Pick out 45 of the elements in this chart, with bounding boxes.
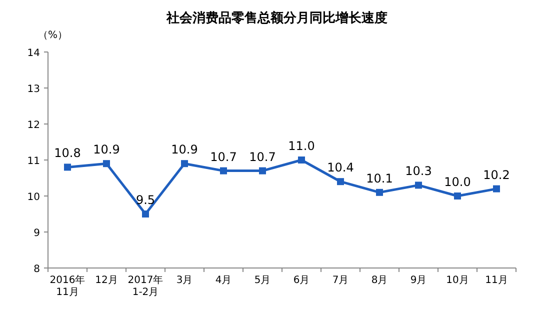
data-label: 10.9 xyxy=(171,142,198,157)
point xyxy=(220,167,227,174)
y-tick-label: 8 xyxy=(34,264,40,275)
x-tick-label: 3月 xyxy=(176,275,193,286)
data-label: 10.9 xyxy=(93,142,120,157)
point xyxy=(142,210,149,218)
x-tick-label: 9月 xyxy=(410,275,427,286)
point xyxy=(454,192,461,200)
y-tick-label: 9 xyxy=(34,228,40,239)
x-tick-label: 5月 xyxy=(254,275,271,286)
point xyxy=(337,178,344,186)
x-tick-label: 2017年 1-2月 xyxy=(128,274,164,298)
chart-title: 社会消费品零售总额分月同比增长速度 xyxy=(166,10,388,26)
data-label: 10.4 xyxy=(327,160,354,175)
x-tick-label: 11月 xyxy=(485,275,508,286)
point xyxy=(376,188,383,196)
point xyxy=(298,156,305,164)
point xyxy=(103,160,110,168)
x-tick-label: 6月 xyxy=(293,275,310,286)
x-tick-label: 8月 xyxy=(371,275,388,286)
data-label: 10.3 xyxy=(405,164,432,178)
y-axis-title: （%） xyxy=(38,30,68,41)
data-label: 10.7 xyxy=(249,150,276,164)
data-label: 10.2 xyxy=(483,168,510,182)
data-label: 10.7 xyxy=(210,150,237,164)
point xyxy=(259,167,266,174)
point xyxy=(64,164,71,171)
y-tick-label: 11 xyxy=(27,156,40,167)
data-label: 9.5 xyxy=(136,193,156,207)
data-label: 10.1 xyxy=(366,171,393,186)
y-tick-label: 14 xyxy=(27,48,40,59)
x-tick-label: 7月 xyxy=(332,275,349,286)
x-tick-label: 4月 xyxy=(215,275,232,286)
x-tick-label: 2016年 11月 xyxy=(50,274,86,298)
point xyxy=(415,182,422,189)
y-tick-label: 10 xyxy=(27,192,40,203)
data-label: 11.0 xyxy=(288,139,315,153)
x-tick-label: 10月 xyxy=(446,275,469,286)
data-label: 10.0 xyxy=(444,175,471,189)
x-tick-label: 12月 xyxy=(95,275,118,286)
y-tick-label: 12 xyxy=(27,120,40,131)
y-tick-label: 13 xyxy=(27,84,40,95)
point xyxy=(493,185,500,192)
data-label: 10.8 xyxy=(54,146,81,160)
point xyxy=(181,160,188,168)
